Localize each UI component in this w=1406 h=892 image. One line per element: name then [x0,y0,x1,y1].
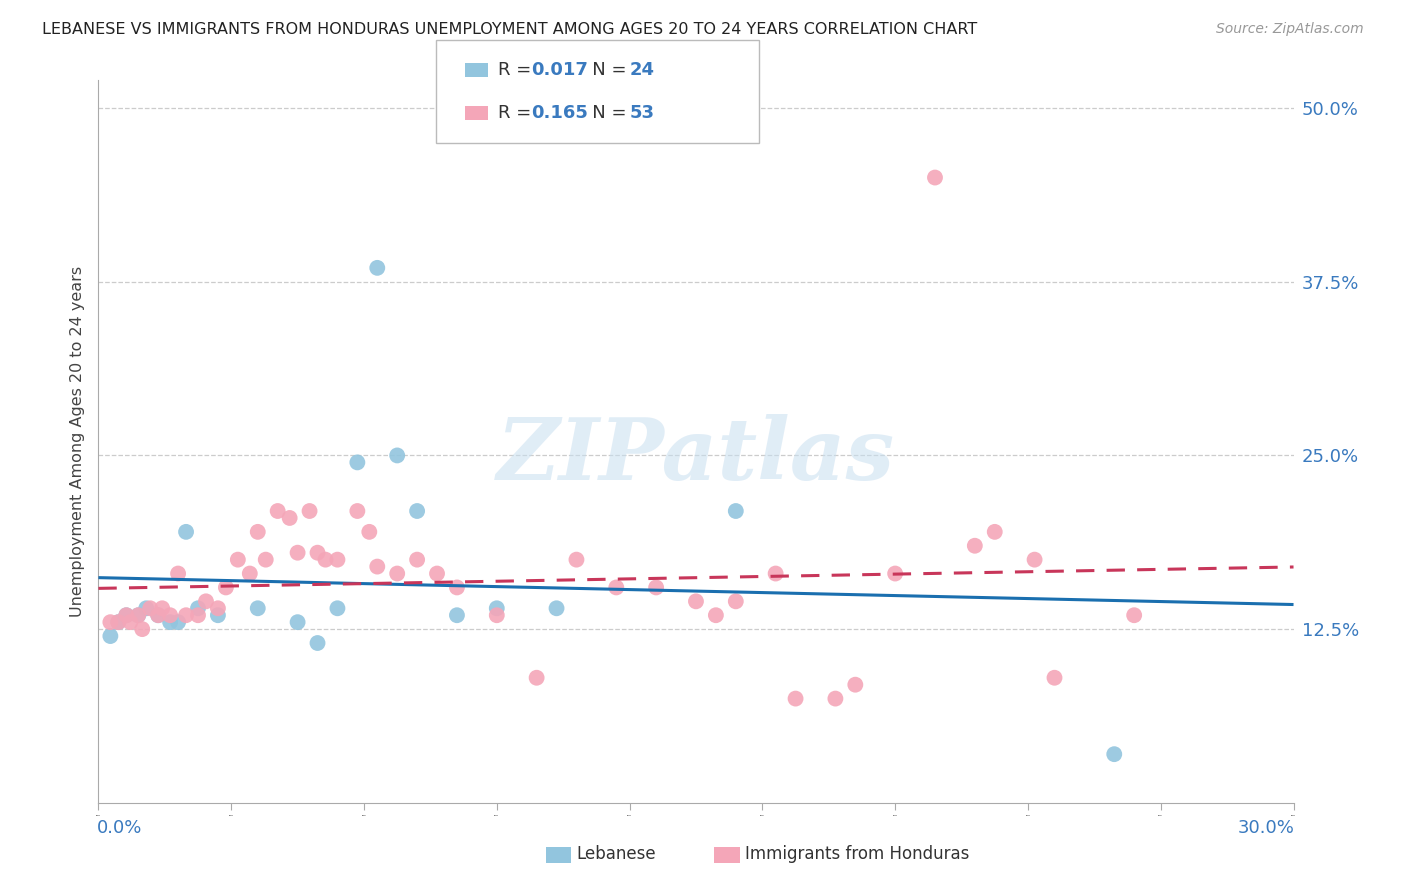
Text: 0.0%: 0.0% [97,819,142,837]
Point [167,615,190,630]
Point [120,615,142,630]
Point [785,691,807,706]
Point [107,615,129,630]
Point [131,622,153,636]
Point [127,608,149,623]
Text: R =: R = [498,61,537,78]
Point [645,581,668,595]
Point [139,601,162,615]
Text: N =: N = [575,104,633,122]
Point [127,608,149,623]
Point [1123,608,1146,623]
Point [605,581,627,595]
Point [107,615,129,630]
Point [1043,671,1066,685]
Point [366,559,388,574]
Point [254,552,277,566]
Point [307,636,329,650]
Point [246,601,269,615]
Text: ZIPatlas: ZIPatlas [496,414,896,498]
Text: 24: 24 [630,61,655,78]
Point [984,524,1007,539]
Text: 53: 53 [630,104,655,122]
Point [884,566,907,581]
Point [824,691,846,706]
Text: 0.165: 0.165 [531,104,588,122]
Text: Lebanese: Lebanese [576,845,657,863]
Point [924,170,946,185]
Point [239,566,262,581]
Point [724,594,747,608]
Point [426,566,449,581]
Point [685,594,707,608]
Point [287,615,309,630]
Point [326,601,349,615]
Point [366,260,388,275]
Point [148,608,170,623]
Point [135,601,157,615]
Point [406,552,429,566]
Point [115,608,138,623]
Point [446,581,468,595]
Point [187,601,209,615]
Point [963,539,986,553]
Point [150,601,173,615]
Point [159,608,181,623]
Point [159,615,181,630]
Point [326,552,349,566]
Text: LEBANESE VS IMMIGRANTS FROM HONDURAS UNEMPLOYMENT AMONG AGES 20 TO 24 YEARS CORR: LEBANESE VS IMMIGRANTS FROM HONDURAS UNE… [42,22,977,37]
Y-axis label: Unemployment Among Ages 20 to 24 years: Unemployment Among Ages 20 to 24 years [69,266,84,617]
Point [446,608,468,623]
Point [406,504,429,518]
Text: N =: N = [575,61,633,78]
Point [115,608,138,623]
Point [187,608,209,623]
Point [485,601,508,615]
Point [307,546,329,560]
Point [148,608,170,623]
Point [174,608,197,623]
Point [346,455,368,469]
Point [267,504,290,518]
Point [546,601,568,615]
Point [215,581,238,595]
Text: Immigrants from Honduras: Immigrants from Honduras [745,845,970,863]
Point [167,566,190,581]
Point [704,608,727,623]
Point [287,546,309,560]
Point [315,552,337,566]
Point [526,671,548,685]
Point [207,601,229,615]
Point [385,566,409,581]
Point [485,608,508,623]
Point [246,524,269,539]
Text: 0.017: 0.017 [531,61,588,78]
Point [724,504,747,518]
Point [207,608,229,623]
Point [195,594,218,608]
Point [346,504,368,518]
Text: 30.0%: 30.0% [1237,819,1295,837]
Point [226,552,249,566]
Point [844,678,866,692]
Point [565,552,588,566]
Point [298,504,321,518]
Point [278,511,301,525]
Point [98,629,122,643]
Point [359,524,381,539]
Point [98,615,122,630]
Text: R =: R = [498,104,537,122]
Point [174,524,197,539]
Point [385,449,409,463]
Text: Source: ZipAtlas.com: Source: ZipAtlas.com [1216,22,1364,37]
Point [765,566,787,581]
Point [1104,747,1126,761]
Point [1024,552,1046,566]
